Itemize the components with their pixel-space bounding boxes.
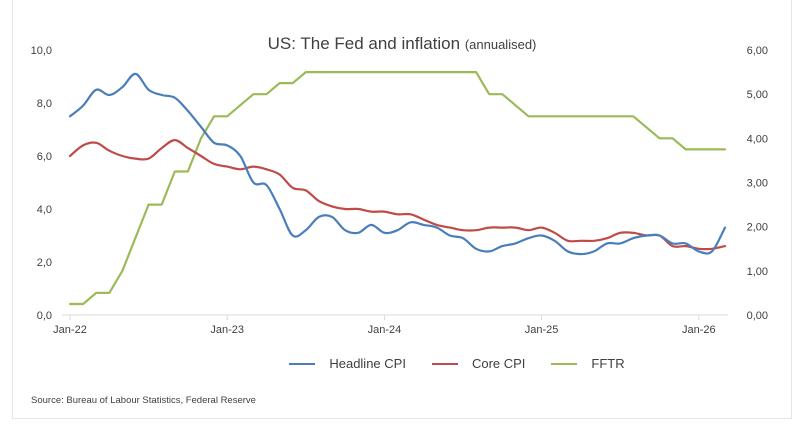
- series-lines: [68, 71, 727, 306]
- legend-label: Headline CPI: [329, 356, 406, 371]
- x-tick-label: Jan-26: [682, 324, 716, 336]
- y-left-tick-label: 8,0: [37, 98, 52, 110]
- y-left-tick-label: 4,0: [37, 204, 52, 216]
- y-left-tick-label: 2,0: [37, 257, 52, 269]
- chart-frame: [12, 0, 792, 419]
- y-right-tick-label: 4,00: [747, 133, 768, 145]
- y-left-tick-label: 6,0: [37, 151, 52, 163]
- source-note: Source: Bureau of Labour Statistics, Fed…: [31, 395, 256, 406]
- series-line-headline-cpi: [68, 72, 727, 256]
- x-tick-label: Jan-24: [368, 324, 402, 336]
- series-line-fftr: [68, 71, 727, 306]
- legend-swatch: [431, 362, 458, 365]
- y-left-tick-label: 0,0: [37, 310, 52, 322]
- chart-title: US: The Fed and inflation (annualised): [0, 34, 804, 54]
- x-tick-label: Jan-23: [210, 324, 244, 336]
- legend-item-core-cpi: Core CPI: [431, 356, 526, 371]
- x-tick-label: Jan-25: [525, 324, 559, 336]
- legend-item-headline-cpi: Headline CPI: [289, 356, 406, 371]
- y-right-tick-label: 5,00: [747, 89, 768, 101]
- legend-swatch: [551, 362, 578, 365]
- axes: Jan-22 Jan-23 Jan-24 Jan-25 Jan-26 0,0 2,0 4,0 6…: [31, 45, 768, 336]
- legend-label: Core CPI: [471, 356, 526, 371]
- legend: Headline CPI Core CPI FFTR: [0, 356, 804, 371]
- series-line-core-cpi: [68, 139, 727, 251]
- y-left-tick-label: 10,0: [31, 45, 52, 57]
- legend-swatch: [289, 362, 316, 365]
- x-tick-label: Jan-22: [53, 324, 87, 336]
- y-right-tick-label: 1,00: [747, 266, 768, 278]
- legend-label: FFTR: [591, 356, 625, 371]
- chart-title-main: US: The Fed and inflation: [267, 34, 461, 53]
- y-right-tick-label: 3,00: [747, 178, 768, 190]
- y-right-tick-label: 6,00: [747, 45, 768, 57]
- legend-item-fftr: FFTR: [551, 356, 625, 371]
- y-right-tick-label: 2,00: [747, 222, 768, 234]
- y-right-tick-label: 0,00: [747, 310, 768, 322]
- chart-subtitle: (annualised): [464, 37, 537, 52]
